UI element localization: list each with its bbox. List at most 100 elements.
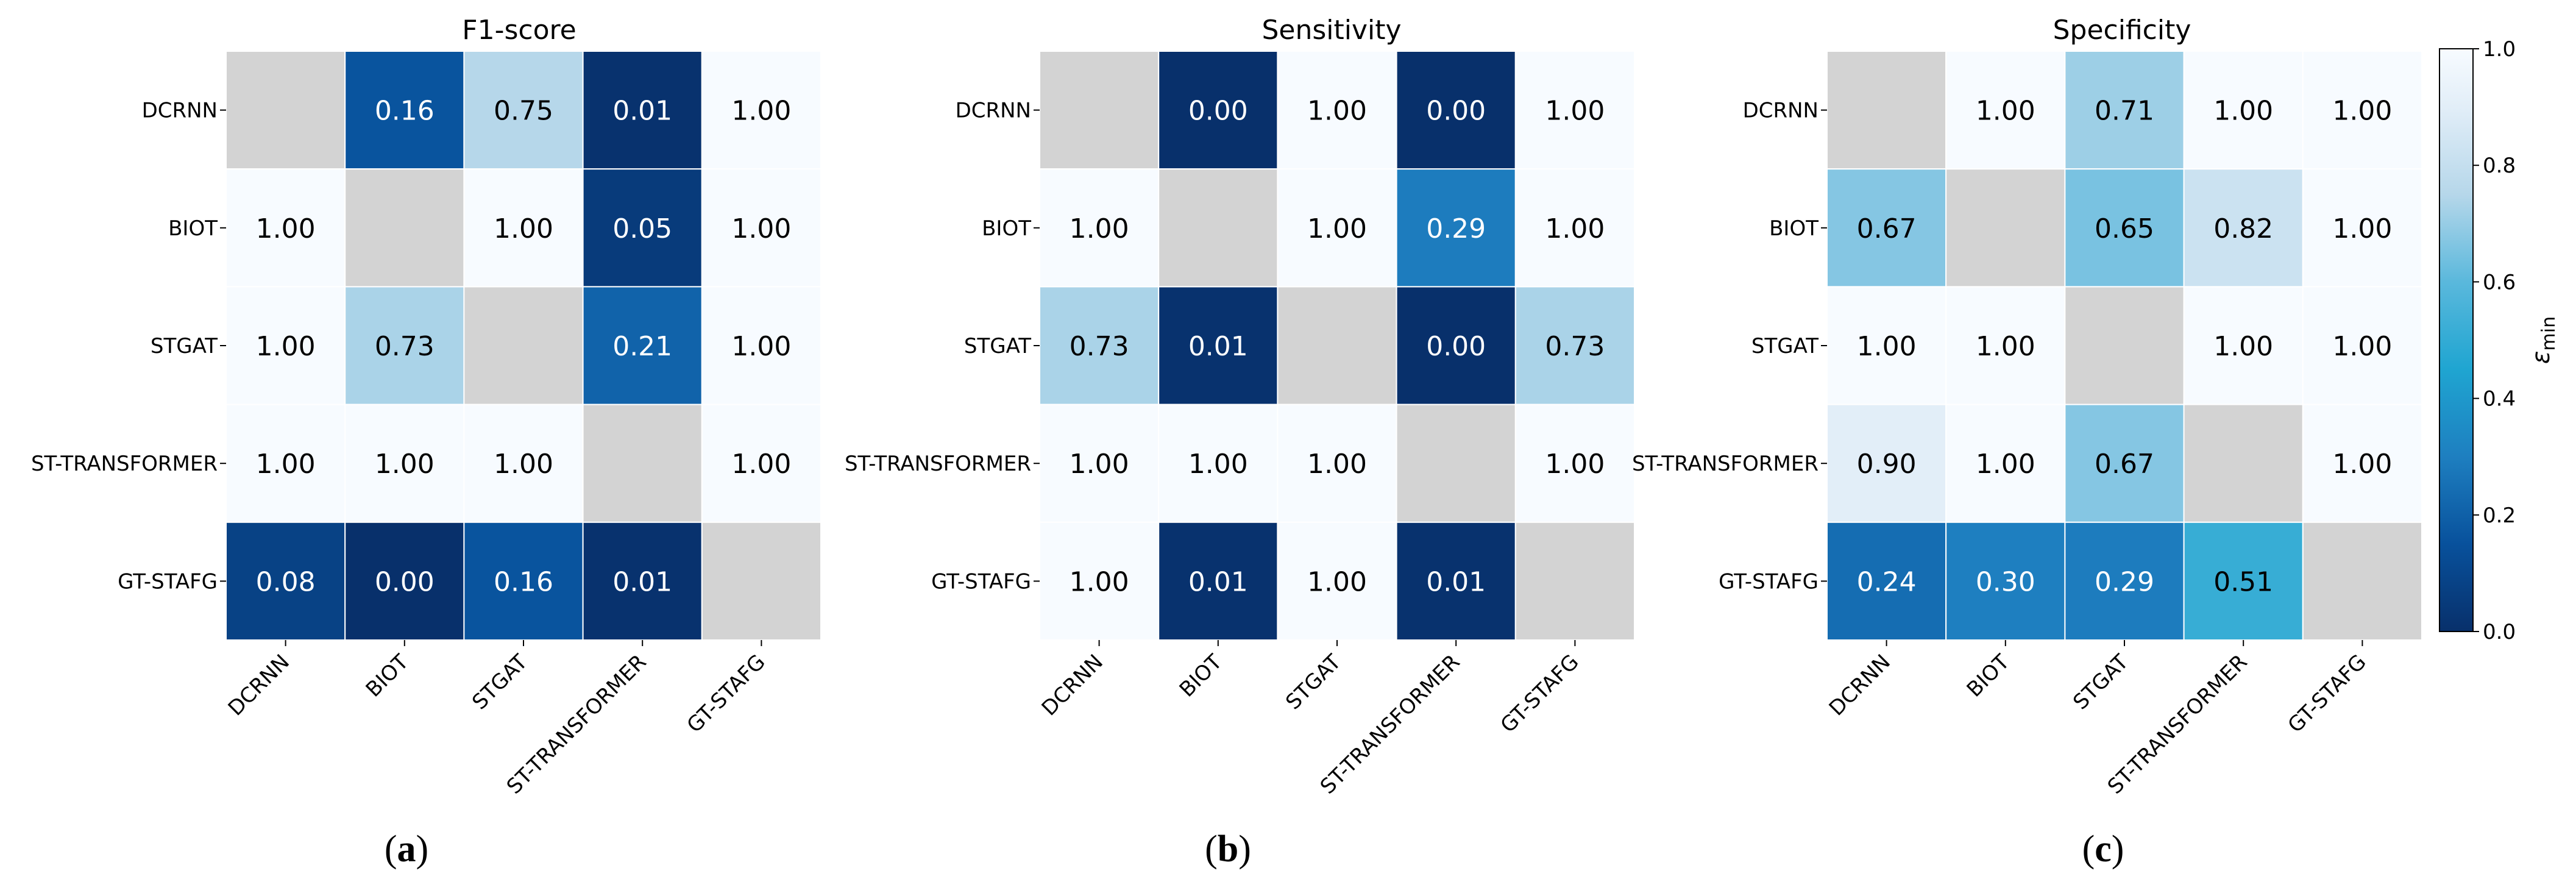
cell-value-label: 0.21: [612, 331, 672, 362]
cell-value-label: 0.00: [1426, 96, 1486, 127]
panel-label: (a): [385, 828, 428, 870]
heatmap-cell: [225, 168, 346, 288]
heatmap-cell: [2183, 168, 2304, 288]
heatmap-cell: [225, 521, 346, 641]
cell-value-label: 1.00: [1307, 96, 1367, 127]
cell-value-label: 1.00: [494, 213, 553, 244]
colorbar-tick-label: 0.0: [2483, 620, 2516, 644]
y-tick-label-stgat: STGAT: [151, 334, 218, 358]
x-tick-label-stgat: STGAT: [467, 650, 532, 714]
heatmap-cell: [225, 404, 346, 523]
heatmap-cell: [1277, 521, 1397, 641]
cell-value-label: 1.00: [1545, 213, 1605, 244]
heatmap-cell: [1277, 404, 1397, 523]
heatmap-cell: [2302, 51, 2423, 170]
x-tick-label-stgat: STGAT: [2068, 650, 2133, 714]
heatmap-cell: [582, 521, 703, 641]
colorbar-tick-label: 0.6: [2483, 270, 2516, 294]
cell-value-label: 1.00: [1976, 96, 2035, 127]
cell-value-label: 0.05: [612, 213, 672, 244]
cell-value-label: 0.29: [1426, 213, 1486, 244]
heatmap-cell-diagonal: [225, 51, 346, 170]
cell-value-label: 0.01: [612, 96, 672, 127]
x-tick-label-biot: BIOT: [1962, 650, 2015, 702]
heatmap-cells: 1.00 0.71 1.00 1.00 0.67 0.65 0.82 1.00 1.00 1.00…: [1826, 51, 2423, 641]
heatmap-cell: [344, 286, 465, 405]
colorbar: 0.0 0.2 0.4 0.6 0.8 1.0 εmin: [2439, 37, 2560, 644]
y-tick-labels: DCRNN BIOT STGAT ST-TRANSFORMER GT-STAFG: [31, 99, 226, 594]
colorbar-label: εmin: [2527, 316, 2560, 364]
colorbar-tick-label: 0.2: [2483, 503, 2516, 528]
colorbar-tick-label: 1.0: [2483, 37, 2516, 62]
heatmap-cell-diagonal: [701, 521, 822, 641]
heatmap-cell: [1514, 168, 1636, 288]
heatmap-cell-diagonal: [463, 286, 584, 405]
panel-label: (b): [1205, 828, 1251, 870]
heatmap-cell-diagonal: [1158, 168, 1279, 288]
heatmap-cell: [1039, 168, 1160, 288]
cell-value-label: 0.90: [1857, 449, 1917, 480]
heatmap-cell-diagonal: [2302, 521, 2423, 641]
cell-value-label: 0.73: [375, 331, 435, 362]
cell-value-label: 0.67: [1857, 213, 1917, 244]
cell-value-label: 0.08: [256, 566, 316, 597]
heatmap-cell-diagonal: [1039, 51, 1160, 170]
x-tick-label-biot: BIOT: [361, 650, 414, 702]
heatmap-cell: [1945, 286, 2066, 405]
cell-value-label: 1.00: [2332, 96, 2392, 127]
heatmap-panel-specificity: Specificity 1.00 0.71 1.00 1.00 0.67 0.65 0.82…: [1632, 15, 2423, 870]
y-tick-label-dcrnn: DCRNN: [142, 99, 218, 123]
heatmap-panel-f1-score: F1-score 0.16 0.75 0.01 1.00 1.00 1.00 0.05 1.0…: [31, 15, 822, 870]
heatmap-cell: [344, 51, 465, 170]
heatmap-cell: [1514, 51, 1636, 170]
heatmap-cell: [1277, 168, 1397, 288]
heatmap-cell: [1826, 168, 1947, 288]
heatmap-cell-diagonal: [2064, 286, 2185, 405]
cell-value-label: 0.67: [2095, 449, 2154, 480]
heatmap-cell: [463, 521, 584, 641]
heatmap-cell: [701, 404, 822, 523]
chart-title: Sensitivity: [1261, 15, 1401, 46]
heatmap-cell: [344, 521, 465, 641]
cell-value-label: 1.00: [256, 449, 316, 480]
heatmap-cell-diagonal: [1277, 286, 1397, 405]
heatmap-cell: [2183, 286, 2304, 405]
heatmap-cell-diagonal: [2183, 404, 2304, 523]
colorbar-tick-label: 0.4: [2483, 387, 2516, 411]
heatmap-cell-diagonal: [344, 168, 465, 288]
cell-value-label: 1.00: [731, 96, 791, 127]
heatmap-cell: [463, 168, 584, 288]
cell-value-label: 0.16: [375, 96, 435, 127]
heatmap-cell: [2183, 521, 2304, 641]
cell-value-label: 1.00: [256, 213, 316, 244]
heatmap-cell-diagonal: [1945, 168, 2066, 288]
cell-value-label: 0.24: [1857, 566, 1917, 597]
cell-value-label: 0.01: [1188, 566, 1248, 597]
cell-value-label: 0.73: [1545, 331, 1605, 362]
y-tick-labels: DCRNN BIOT STGAT ST-TRANSFORMER GT-STAFG: [845, 99, 1040, 594]
cell-value-label: 1.00: [1976, 449, 2035, 480]
heatmap-cell: [582, 51, 703, 170]
chart-title: F1-score: [462, 15, 576, 46]
cell-value-label: 1.00: [731, 331, 791, 362]
heatmap-cell-diagonal: [1514, 521, 1636, 641]
x-tick-label-gt-stafg: GT-STAFG: [1496, 650, 1584, 738]
cell-value-label: 0.16: [494, 566, 553, 597]
cell-value-label: 1.00: [1976, 331, 2035, 362]
cell-value-label: 1.00: [731, 449, 791, 480]
cell-value-label: 1.00: [256, 331, 316, 362]
x-tick-label-dcrnn: DCRNN: [1825, 650, 1895, 720]
cell-value-label: 0.00: [1426, 331, 1486, 362]
cell-value-label: 1.00: [1070, 566, 1129, 597]
cell-value-label: 0.75: [494, 96, 553, 127]
heatmap-cell: [701, 168, 822, 288]
cell-value-label: 1.00: [1070, 213, 1129, 244]
y-tick-label-st-transformer: ST-TRANSFORMER: [31, 452, 218, 476]
heatmap-cells: 0.16 0.75 0.01 1.00 1.00 1.00 0.05 1.00 1.00 0.73…: [225, 51, 822, 641]
heatmap-cell: [1514, 404, 1636, 523]
x-tick-label-biot: BIOT: [1175, 650, 1227, 702]
